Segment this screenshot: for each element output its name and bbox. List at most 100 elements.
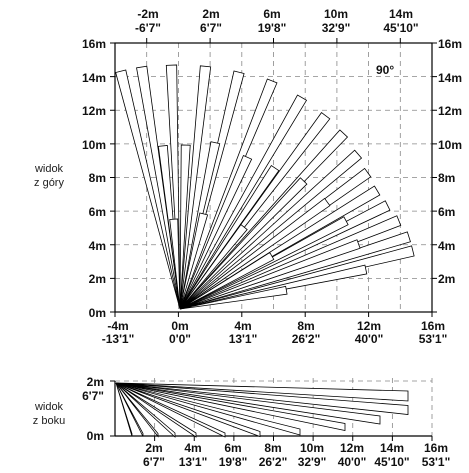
top-x-m-6: 6m [263, 7, 280, 21]
top-y-labels-right: 16m 14m 12m 10m 8m 6m 4m 2m [438, 37, 462, 286]
bottom-x-m-16: 16m [421, 319, 445, 333]
detection-beam [179, 154, 253, 310]
y-label-right-8: 8m [438, 171, 455, 185]
bottom-x-m-12: 12m [357, 319, 381, 333]
detection-beam [179, 239, 361, 310]
y-label-right-4: 4m [438, 239, 455, 253]
detection-beam [169, 218, 181, 310]
side-x-m-12: 12m [340, 441, 364, 455]
top-x-m-neg2: -2m [137, 7, 158, 21]
side-x-ft-14: 45'10" [374, 455, 409, 469]
y-label-right-12: 12m [438, 104, 462, 118]
top-x-m-10: 10m [324, 7, 348, 21]
side-view-side-label: widok z boku [33, 401, 65, 427]
y-label-left-8: 8m [89, 171, 106, 185]
top-view-label-line1: widok [34, 163, 64, 175]
detection-beam [179, 164, 280, 310]
bottom-x-ft-8: 26'2" [292, 332, 321, 346]
top-y-labels-left: 16m 14m 12m 10m 8m 6m 4m 2m 0m [82, 37, 106, 320]
side-x-m-10: 10m [300, 441, 324, 455]
detection-beam [179, 94, 308, 310]
detection-beam [179, 65, 212, 310]
y-label-right-6: 6m [438, 205, 455, 219]
side-x-ft-8: 26'2" [259, 455, 288, 469]
y-label-left-14: 14m [82, 71, 106, 85]
y-label-left-12: 12m [82, 104, 106, 118]
detection-beam [179, 212, 209, 310]
detection-beam [179, 285, 288, 310]
top-x-m-14: 14m [389, 7, 413, 21]
bottom-x-m-4: 4m [234, 319, 251, 333]
side-x-m-8: 8m [264, 441, 281, 455]
top-x-labels-bottom: -4m -13'1" 0m 0'0" 4m 13'1" 8m 26'2" 12m… [102, 319, 448, 346]
side-beam [115, 382, 176, 438]
side-x-ft-10: 32'9" [298, 455, 327, 469]
y-label-right-14: 14m [438, 71, 462, 85]
side-y-top-ft: 6'7" [82, 389, 104, 403]
side-y-top-m: 2m [87, 375, 104, 389]
y-label-left-16: 16m [82, 37, 106, 51]
top-x-ft-2: 6'7" [200, 21, 222, 35]
bottom-x-ft-12: 40'0" [355, 332, 384, 346]
side-x-ft-2: 6'7" [143, 455, 165, 469]
side-beam [115, 382, 144, 437]
top-x-ft-14: 45'10" [383, 21, 418, 35]
side-x-ft-6: 19'8" [219, 455, 248, 469]
side-view-label-line2: z boku [33, 415, 65, 427]
side-beam [115, 382, 133, 437]
bottom-x-m-8: 8m [297, 319, 314, 333]
bottom-x-ft-neg4: -13'1" [102, 332, 135, 346]
y-label-right-2: 2m [438, 272, 455, 286]
detection-beam [179, 224, 248, 310]
top-x-ft-10: 32'9" [322, 21, 351, 35]
side-beam [115, 382, 409, 402]
bottom-x-m-0: 0m [171, 319, 188, 333]
y-label-left-6: 6m [89, 205, 106, 219]
side-x-ft-4: 13'1" [179, 455, 208, 469]
side-x-labels: 2m 6'7" 4m 13'1" 6m 19'8" 8m 26'2" 10m 3… [143, 441, 450, 469]
side-view-ticks [110, 380, 433, 441]
detection-beam [136, 65, 181, 310]
y-label-left-10: 10m [82, 138, 106, 152]
bottom-x-ft-4: 13'1" [229, 332, 258, 346]
side-x-ft-16: 53'1" [422, 455, 451, 469]
detection-beam [179, 149, 363, 310]
side-view-label-line1: widok [34, 401, 64, 413]
detection-beam [115, 69, 181, 310]
side-beam [115, 382, 197, 438]
side-x-ft-12: 40'0" [338, 455, 367, 469]
bottom-x-ft-16: 53'1" [419, 332, 448, 346]
side-beam [115, 382, 226, 438]
detection-beam [179, 177, 308, 310]
top-view-side-label: widok z góry [34, 163, 65, 189]
top-x-m-2: 2m [202, 7, 219, 21]
detection-beam [179, 251, 275, 310]
side-y-labels: 2m 6'7" 0m [82, 375, 104, 443]
top-view-beams [115, 64, 415, 310]
top-view-ticks [110, 38, 437, 317]
top-x-ft-6: 19'8" [258, 21, 287, 35]
detection-beam [179, 197, 331, 310]
side-beam [115, 382, 346, 431]
side-beam [115, 382, 159, 438]
side-x-m-2: 2m [145, 441, 162, 455]
y-label-left-0: 0m [89, 306, 106, 320]
side-beam [115, 382, 381, 425]
y-label-left-2: 2m [89, 272, 106, 286]
side-x-m-14: 14m [380, 441, 404, 455]
side-y-bottom: 0m [87, 429, 104, 443]
top-view-label-line2: z góry [34, 177, 64, 189]
top-x-ft-neg2: -6'7" [135, 21, 161, 35]
side-x-m-16: 16m [424, 441, 448, 455]
side-beam [115, 382, 261, 438]
side-beam [115, 382, 301, 436]
bottom-x-m-neg4: -4m [107, 319, 128, 333]
bottom-x-ft-0: 0'0" [169, 332, 191, 346]
side-x-m-4: 4m [184, 441, 201, 455]
y-label-right-10: 10m [438, 138, 462, 152]
y-label-left-4: 4m [89, 239, 106, 253]
y-label-right-16: 16m [438, 37, 462, 51]
side-beam [115, 382, 409, 415]
detection-beam [179, 144, 191, 310]
